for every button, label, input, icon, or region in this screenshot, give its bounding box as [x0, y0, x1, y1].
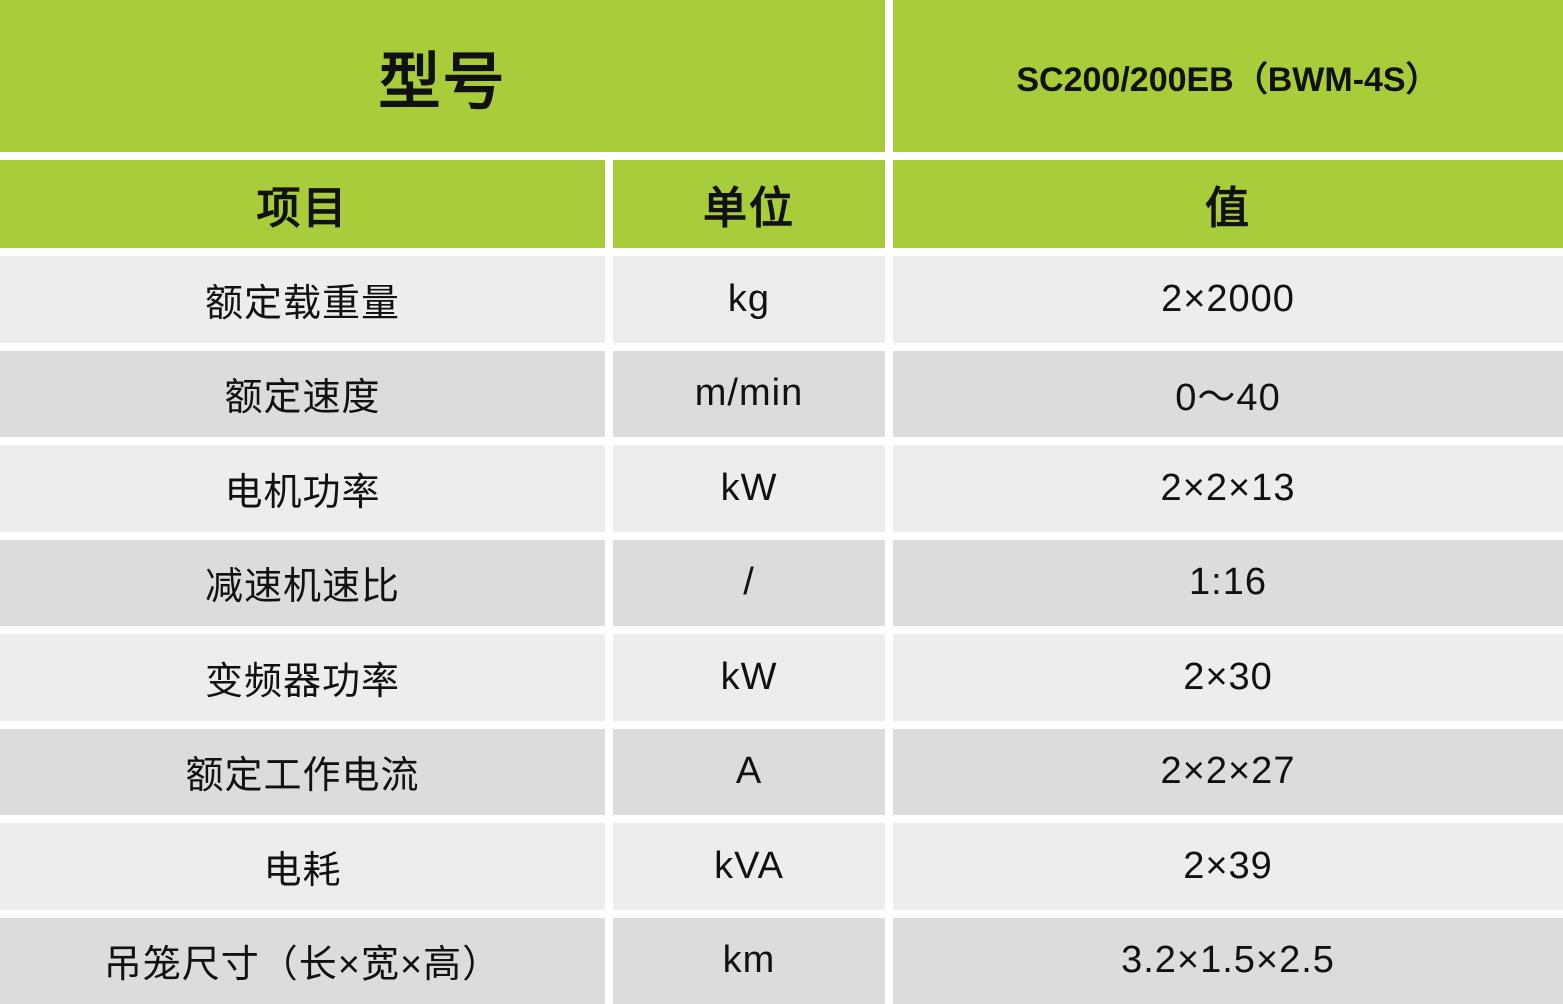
spec-item-cell: 额定工作电流 — [0, 728, 605, 815]
spec-item-cell: 吊笼尺寸（长×宽×高） — [0, 917, 605, 1004]
spec-unit-cell: km — [613, 917, 885, 1004]
spec-item-cell: 变频器功率 — [0, 634, 605, 721]
spec-unit-cell: kg — [613, 256, 885, 343]
model-header-value: SC200/200EB（BWM-4S） — [893, 0, 1563, 152]
spec-item-cell: 电耗 — [0, 823, 605, 910]
spec-value-cell: 2×2000 — [893, 256, 1563, 343]
spec-item-cell: 额定载重量 — [0, 256, 605, 343]
column-header-item: 项目 — [0, 160, 605, 248]
spec-value-cell: 2×39 — [893, 823, 1563, 910]
model-header-label: 型号 — [0, 0, 885, 152]
spec-unit-cell: A — [613, 728, 885, 815]
spec-unit-cell: kW — [613, 634, 885, 721]
column-header-value: 值 — [893, 160, 1563, 248]
spec-value-cell: 1:16 — [893, 539, 1563, 626]
spec-unit-cell: m/min — [613, 350, 885, 437]
spec-value-cell: 3.2×1.5×2.5 — [893, 917, 1563, 1004]
column-header-unit: 单位 — [613, 160, 885, 248]
spec-value-cell: 2×30 — [893, 634, 1563, 721]
spec-value-cell: 2×2×13 — [893, 445, 1563, 532]
spec-value-cell: 2×2×27 — [893, 728, 1563, 815]
spec-unit-cell: / — [613, 539, 885, 626]
spec-item-cell: 减速机速比 — [0, 539, 605, 626]
spec-unit-cell: kVA — [613, 823, 885, 910]
spec-unit-cell: kW — [613, 445, 885, 532]
spec-item-cell: 额定速度 — [0, 350, 605, 437]
spec-value-cell: 0～40 — [893, 350, 1563, 437]
spec-item-cell: 电机功率 — [0, 445, 605, 532]
